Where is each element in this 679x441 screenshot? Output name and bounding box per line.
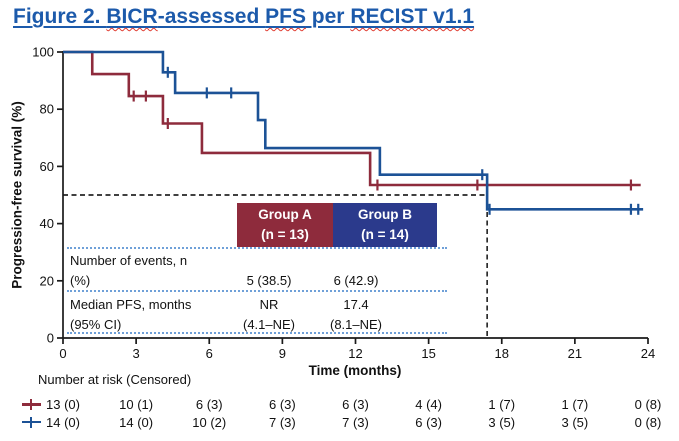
y-tick-label: 0: [47, 331, 54, 346]
y-tick-label: 40: [40, 216, 54, 231]
title-segment: -assessed: [157, 5, 266, 28]
risk-value: 6 (3): [415, 414, 442, 430]
inset-value-events-b: 6 (42.9): [333, 273, 379, 288]
x-tick-label: 9: [279, 346, 286, 361]
title-segment: Figure 2.: [13, 5, 107, 28]
inset-header-group-b: Group B (n = 14): [333, 203, 437, 247]
risk-value: 6 (3): [342, 397, 369, 412]
x-tick-label: 15: [421, 346, 435, 361]
x-tick-label: 21: [568, 346, 582, 361]
km-curve-group-b: [63, 50, 644, 211]
y-axis-title: Progression-free survival (%): [9, 101, 25, 289]
risk-value: 10 (1): [119, 397, 154, 412]
x-tick-label: 6: [206, 346, 213, 361]
inset-row-label-events-line1: Number of events, n: [70, 253, 188, 268]
title-segment: per: [305, 5, 351, 28]
dotted-separator: [67, 247, 447, 249]
risk-value: 7 (3): [269, 414, 296, 430]
risk-value: 7 (3): [342, 414, 369, 430]
inset-row-label-events: Number of events, n (%): [70, 251, 240, 291]
inset-header-group-a-name: Group A: [258, 207, 312, 222]
title-segment-misspelled: BICR: [106, 5, 158, 28]
risk-marker-censor-tick: [30, 416, 33, 428]
inset-value-median-a: NR: [259, 297, 279, 312]
x-tick-label: 12: [348, 346, 362, 361]
inset-header-group-b-name: Group B: [358, 207, 412, 222]
inset-header-group-a-n: (n = 13): [261, 227, 309, 242]
title-segment-misspelled: RECIST v1.1: [350, 5, 475, 28]
x-tick-label: 24: [641, 346, 655, 361]
dotted-separator: [67, 332, 447, 334]
inset-value-events-a: 5 (38.5): [246, 273, 292, 288]
dotted-separator: [67, 290, 447, 292]
figure-title: Figure 2. BICR-assessed PFS per RECIST v…: [13, 5, 474, 29]
inset-row-label-median-line1: Median PFS, months: [70, 297, 192, 312]
inset-header-group-a: Group A (n = 13): [237, 203, 333, 247]
risk-value: 3 (5): [561, 414, 589, 430]
risk-table-title: Number at risk (Censored): [38, 372, 192, 387]
y-tick-label: 80: [40, 102, 54, 117]
risk-value: 4 (4): [415, 397, 442, 412]
risk-value: 14 (0): [119, 414, 154, 430]
x-tick-label: 18: [495, 346, 509, 361]
inset-value-median-a-ci: (4.1–NE): [242, 317, 296, 332]
risk-value: 6 (3): [195, 397, 223, 412]
y-tick-label: 60: [40, 159, 54, 174]
inset-row-label-events-line2: (%): [70, 273, 91, 288]
risk-value: 0 (8): [634, 414, 662, 430]
inset-value-median-b-ci: (8.1–NE): [329, 317, 383, 332]
risk-value: 0 (8): [634, 397, 662, 412]
x-tick-label: 0: [59, 346, 66, 361]
inset-row-label-median: Median PFS, months (95% CI): [70, 295, 240, 335]
x-axis-title: Time (months): [308, 363, 402, 378]
km-curve-group-a: [63, 50, 641, 187]
title-segment-misspelled: PFS: [265, 5, 306, 28]
risk-value: 6 (3): [269, 397, 296, 412]
risk-value: 3 (5): [488, 414, 516, 430]
inset-row-label-median-line2: (95% CI): [70, 317, 122, 332]
risk-value: 1 (7): [561, 397, 589, 412]
x-tick-label: 3: [133, 346, 140, 361]
y-tick-label: 20: [40, 273, 54, 288]
risk-marker-censor-tick: [30, 399, 33, 410]
risk-value: 13 (0): [46, 397, 80, 412]
risk-value: 1 (7): [488, 397, 516, 412]
inset-header-group-b-n: (n = 14): [361, 227, 409, 242]
risk-value: 14 (0): [46, 414, 80, 430]
inset-value-median-b: 17.4: [343, 297, 369, 312]
risk-value: 10 (2): [192, 414, 227, 430]
y-tick-label: 100: [32, 45, 54, 60]
